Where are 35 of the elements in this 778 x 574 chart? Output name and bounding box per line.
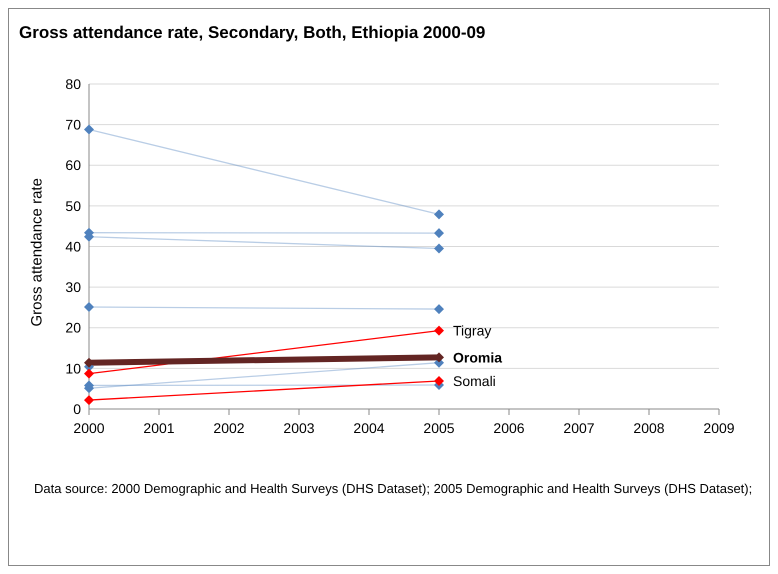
x-tick-label: 2003 bbox=[283, 420, 315, 436]
y-tick-label: 40 bbox=[65, 238, 82, 254]
point bbox=[84, 395, 94, 406]
point bbox=[434, 228, 444, 238]
y-tick-label: 20 bbox=[65, 320, 82, 336]
y-tick-label: 30 bbox=[65, 279, 82, 296]
point bbox=[84, 302, 94, 312]
point bbox=[84, 368, 94, 379]
point bbox=[434, 244, 444, 254]
source-note: Data source: 2000 Demographic and Health Surveys (DHS Dataset); 2005 Demographic and Health Surveys (DHS Dataset); bbox=[34, 481, 754, 496]
series-label: Somali bbox=[453, 372, 496, 389]
x-tick-label: 2008 bbox=[633, 420, 665, 436]
x-tick-label: 2007 bbox=[563, 420, 595, 436]
y-tick-label: 0 bbox=[73, 400, 82, 417]
point bbox=[84, 124, 94, 134]
point bbox=[434, 376, 444, 386]
point bbox=[434, 304, 444, 314]
x-tick-label: 2000 bbox=[73, 420, 105, 436]
series-label: Tigray bbox=[453, 322, 492, 339]
x-tick-label: 2006 bbox=[493, 420, 525, 436]
point bbox=[434, 326, 444, 336]
x-tick-label: 2009 bbox=[703, 420, 735, 436]
y-axis-title: Gross attendance rate bbox=[28, 178, 46, 326]
y-tick-label: 60 bbox=[65, 157, 82, 174]
chart-title: Gross attendance rate, Secondary, Both, Ethiopia 2000-09 bbox=[19, 23, 486, 43]
x-tick-label: 2002 bbox=[213, 420, 245, 436]
y-tick-label: 10 bbox=[65, 360, 82, 376]
y-tick-label: 50 bbox=[65, 198, 82, 214]
x-tick-label: 2004 bbox=[353, 420, 385, 436]
y-tick-label: 80 bbox=[65, 76, 82, 92]
x-tick-label: 2001 bbox=[143, 420, 175, 436]
point bbox=[434, 209, 444, 220]
series-label: Oromia bbox=[453, 349, 502, 366]
x-tick-label: 2005 bbox=[423, 420, 455, 436]
y-tick-label: 70 bbox=[65, 116, 82, 133]
